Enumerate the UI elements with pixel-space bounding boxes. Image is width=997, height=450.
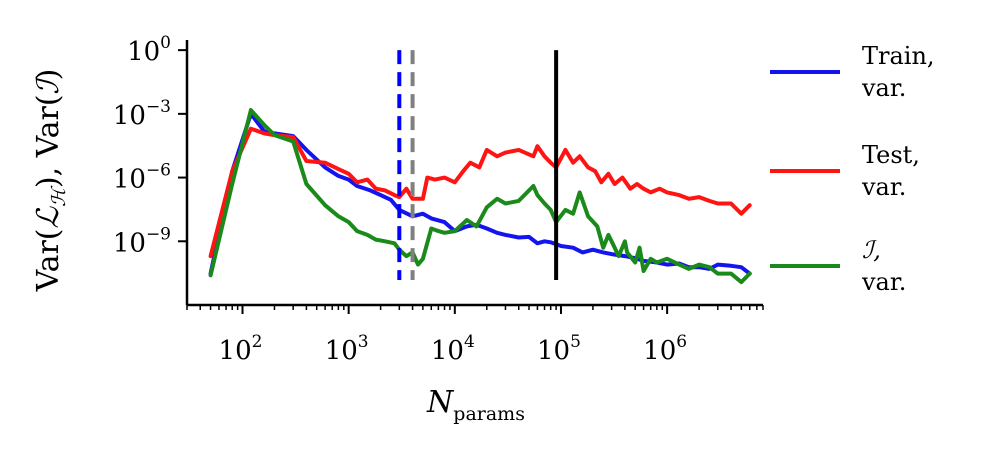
y-axis-title-script-l: ℒ bbox=[31, 206, 66, 229]
y-tick-label: 10−6 bbox=[113, 161, 171, 195]
x-tick-label: 106 bbox=[643, 332, 687, 366]
y-tick-exponent: −9 bbox=[146, 224, 171, 244]
x-tick-exponent: 3 bbox=[358, 332, 369, 352]
x-tick-base: 10 bbox=[431, 336, 464, 366]
test-variance-line bbox=[208, 126, 752, 259]
y-tick-label: 10−3 bbox=[113, 97, 171, 131]
test-variance-legend-label: Test, bbox=[862, 141, 920, 169]
x-tick-base: 10 bbox=[643, 336, 676, 366]
y-axis-title-var1: Var( bbox=[31, 229, 66, 293]
plot-lines bbox=[208, 108, 752, 285]
y-axis-title-var2: Var( bbox=[31, 94, 66, 158]
y-axis-title-close2: ) bbox=[31, 69, 66, 81]
x-axis-title-subscript: params bbox=[453, 403, 525, 425]
test-variance-legend-sublabel: var. bbox=[861, 173, 906, 201]
x-axis-title-base: N bbox=[426, 385, 455, 420]
x-axis-title: Nparams bbox=[426, 385, 525, 425]
y-tick-exponent: −6 bbox=[146, 161, 171, 181]
x-tick-exponent: 6 bbox=[676, 332, 687, 352]
legend: Train, var. Test, var. ℐ, var. bbox=[770, 42, 935, 296]
y-tick-base: 10 bbox=[113, 165, 146, 195]
y-tick-label: 10−9 bbox=[113, 224, 171, 258]
train-variance-legend-sublabel: var. bbox=[861, 74, 906, 102]
train-variance-legend-label: Train, bbox=[862, 42, 935, 70]
x-ticks: 102 103 104 105 106 bbox=[186, 305, 764, 366]
y-tick-exponent: 0 bbox=[160, 33, 171, 53]
train-variance-line bbox=[208, 111, 752, 276]
x-tick-exponent: 5 bbox=[570, 332, 581, 352]
y-tick-base: 10 bbox=[113, 101, 146, 131]
vertical-lines bbox=[397, 50, 559, 281]
x-tick-base: 10 bbox=[325, 336, 358, 366]
x-tick-base: 10 bbox=[219, 336, 252, 366]
i-variance-legend-sublabel: var. bbox=[861, 268, 906, 296]
x-tick-base: 10 bbox=[537, 336, 570, 366]
x-tick-label: 105 bbox=[537, 332, 581, 366]
y-axis-title-close1: ), bbox=[31, 167, 66, 188]
y-tick-base: 10 bbox=[127, 37, 160, 67]
y-axis-title: Var(ℒℋ), Var(ℐ) bbox=[31, 69, 70, 293]
y-tick-exponent: −3 bbox=[146, 97, 171, 117]
x-tick-exponent: 2 bbox=[252, 332, 263, 352]
i-variance-legend-label: ℐ, bbox=[862, 236, 881, 264]
x-tick-label: 103 bbox=[325, 332, 369, 366]
y-axis-title-sub-h: ℋ bbox=[48, 185, 70, 207]
x-tick-label: 104 bbox=[431, 332, 475, 366]
i-variance-line bbox=[208, 108, 752, 285]
x-tick-label: 102 bbox=[219, 332, 263, 366]
x-tick-exponent: 4 bbox=[464, 332, 475, 352]
y-tick-label: 100 bbox=[127, 33, 171, 67]
y-tick-base: 10 bbox=[113, 228, 146, 258]
